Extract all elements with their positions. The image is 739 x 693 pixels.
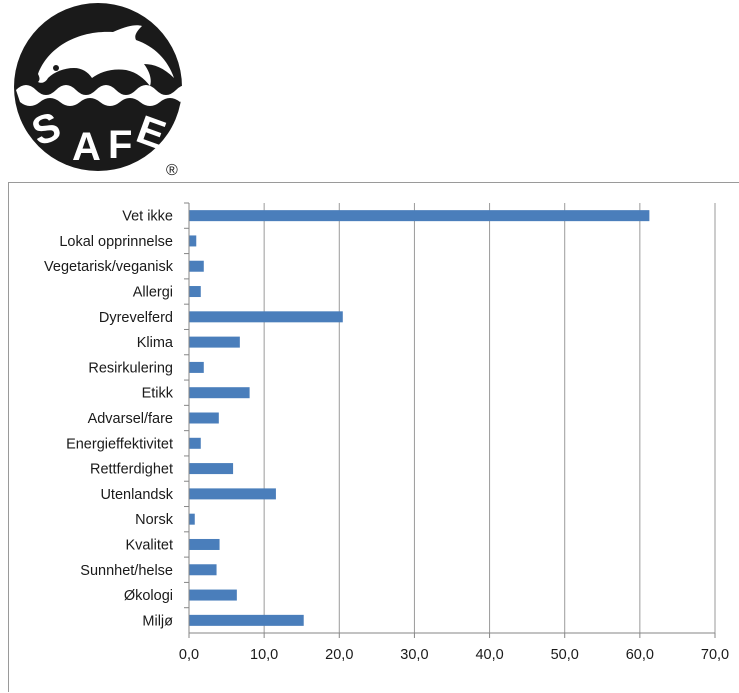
x-tick-label: 70,0 [701, 647, 729, 663]
bar [189, 210, 650, 222]
category-label: Økologi [124, 588, 173, 604]
x-tick-label: 40,0 [475, 647, 503, 663]
category-label: Lokal opprinnelse [59, 234, 173, 250]
logo-letter-2: A [72, 125, 101, 169]
category-label: Rettferdighet [90, 462, 173, 478]
grid-layer [184, 202, 716, 638]
category-label: Kvalitet [125, 537, 173, 553]
safe-logo: S A F E ® [8, 2, 196, 182]
bar [189, 614, 304, 626]
tick-labels: 0,0 10,0 20,0 30,0 40,0 50,0 60,0 70,0 [179, 647, 729, 663]
bar [189, 564, 217, 576]
category-label: Sunnhet/helse [80, 563, 173, 579]
chart-frame: Vet ikke Lokal opprinnelse Vegetarisk/vega… [8, 182, 739, 692]
category-label: Vegetarisk/veganisk [44, 259, 174, 275]
bar [189, 361, 204, 373]
x-tick-label: 50,0 [551, 647, 579, 663]
category-label: Miljø [142, 613, 173, 629]
bar [189, 311, 343, 323]
bar [189, 437, 201, 449]
category-label: Klima [137, 335, 174, 351]
bar [189, 260, 204, 272]
category-label: Allergi [133, 285, 173, 301]
category-labels: Vet ikke Lokal opprinnelse Vegetarisk/vega… [44, 209, 174, 630]
category-label: Advarsel/fare [88, 411, 173, 427]
logo-wave [16, 85, 196, 106]
bar-layer [189, 210, 650, 626]
category-label: Energieffektivitet [66, 436, 173, 452]
bar [189, 286, 201, 298]
category-label: Norsk [135, 512, 174, 528]
bar [189, 513, 195, 525]
category-label: Utenlandsk [100, 487, 173, 503]
bar [189, 336, 240, 348]
x-tick-label: 0,0 [179, 647, 199, 663]
registered-mark: ® [166, 162, 178, 179]
category-label: Etikk [142, 386, 174, 402]
dolphin-eye [53, 65, 59, 71]
logo-letter-3: F [108, 123, 132, 167]
bar [189, 387, 250, 399]
bar [189, 488, 276, 500]
bar [189, 235, 197, 247]
bar [189, 589, 237, 601]
dolphin-icon [38, 25, 174, 86]
category-label: Resirkulering [88, 360, 173, 376]
bar-chart: Vet ikke Lokal opprinnelse Vegetarisk/vega… [44, 202, 729, 663]
bar [189, 412, 219, 424]
bar [189, 538, 220, 550]
x-tick-label: 20,0 [325, 647, 353, 663]
bar [189, 463, 234, 475]
x-tick-label: 10,0 [250, 647, 278, 663]
x-tick-label: 30,0 [400, 647, 428, 663]
x-tick-label: 60,0 [626, 647, 654, 663]
category-label: Dyrevelferd [99, 310, 173, 326]
category-label: Vet ikke [122, 209, 173, 225]
